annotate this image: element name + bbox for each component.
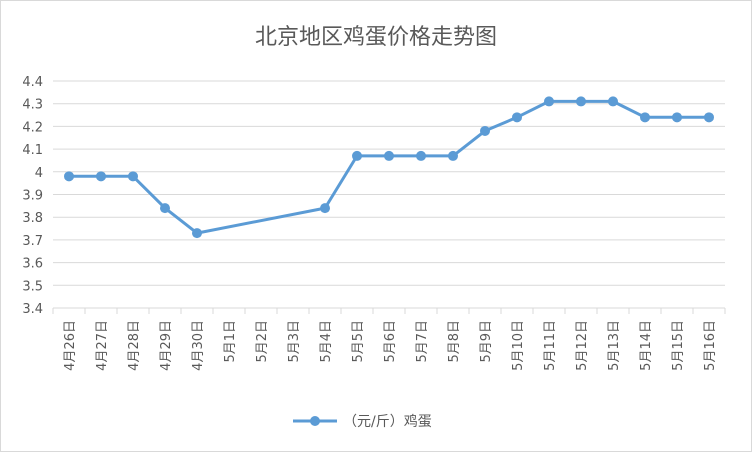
data-point xyxy=(416,150,426,161)
data-point xyxy=(640,112,650,123)
y-tick-label: 4.3 xyxy=(22,98,43,113)
x-tick-label: 5月16日 xyxy=(703,320,718,371)
x-tick-label: 5月5日 xyxy=(351,320,366,363)
x-tick-label: 5月12日 xyxy=(575,320,590,371)
x-tick-label: 5月8日 xyxy=(447,320,462,363)
data-point xyxy=(192,228,202,239)
x-axis-ticks: 4月26日 4月27日 4月28日 4月29日 4月30日 5月1日 5月2日 5月3日 5月4… xyxy=(52,308,726,371)
y-tick-label: 3.8 xyxy=(22,211,43,226)
y-tick-label: 3.6 xyxy=(22,257,43,272)
y-tick-label: 3.5 xyxy=(22,279,43,294)
series-layer xyxy=(64,96,714,239)
data-point xyxy=(576,96,586,107)
x-tick-label: 5月9日 xyxy=(479,320,494,363)
legend: （元/斤）鸡蛋 xyxy=(293,413,432,430)
x-tick-label: 5月15日 xyxy=(671,320,686,371)
data-point xyxy=(64,171,74,182)
x-tick-label: 5月10日 xyxy=(511,320,526,371)
data-point xyxy=(448,150,458,161)
x-tick-label: 5月4日 xyxy=(319,320,334,363)
x-tick-label: 5月6日 xyxy=(383,320,398,363)
y-tick-label: 4.1 xyxy=(22,143,43,158)
x-tick-label: 4月30日 xyxy=(191,320,206,371)
data-point xyxy=(96,171,106,182)
data-point xyxy=(704,112,714,123)
y-tick-label: 3.4 xyxy=(22,302,43,317)
data-point xyxy=(384,150,394,161)
data-point xyxy=(544,96,554,107)
x-tick-label: 5月2日 xyxy=(255,320,270,363)
x-tick-label: 4月28日 xyxy=(127,320,142,371)
chart-title: 北京地区鸡蛋价格走势图 xyxy=(255,25,497,50)
legend-label: （元/斤）鸡蛋 xyxy=(343,413,432,430)
data-point xyxy=(352,150,362,161)
data-point xyxy=(672,112,682,123)
y-tick-label: 3.9 xyxy=(22,189,43,204)
y-tick-label: 4.2 xyxy=(22,120,43,135)
y-axis-ticks: 3.4 3.5 3.6 3.7 3.8 3.9 4 4.1 4.2 4.3 4.4 xyxy=(22,75,43,317)
x-tick-label: 5月13日 xyxy=(607,320,622,371)
data-point xyxy=(320,203,330,214)
x-tick-label: 5月1日 xyxy=(223,320,238,363)
data-point xyxy=(608,96,618,107)
y-tick-label: 3.7 xyxy=(22,234,43,249)
x-tick-label: 4月29日 xyxy=(159,320,174,371)
x-tick-label: 5月7日 xyxy=(415,320,430,363)
x-tick-label: 5月14日 xyxy=(639,320,654,371)
x-tick-label: 4月27日 xyxy=(95,320,110,371)
gridlines xyxy=(53,80,725,309)
series-line xyxy=(69,99,709,235)
data-point xyxy=(512,112,522,123)
y-tick-label: 4 xyxy=(35,166,43,181)
data-point xyxy=(128,171,138,182)
x-tick-label: 5月11日 xyxy=(543,320,558,371)
data-point xyxy=(160,203,170,214)
data-point xyxy=(480,125,490,136)
x-tick-label: 5月3日 xyxy=(287,320,302,363)
y-tick-label: 4.4 xyxy=(22,75,43,90)
x-tick-label: 4月26日 xyxy=(63,320,78,371)
legend-point-marker xyxy=(310,416,320,426)
